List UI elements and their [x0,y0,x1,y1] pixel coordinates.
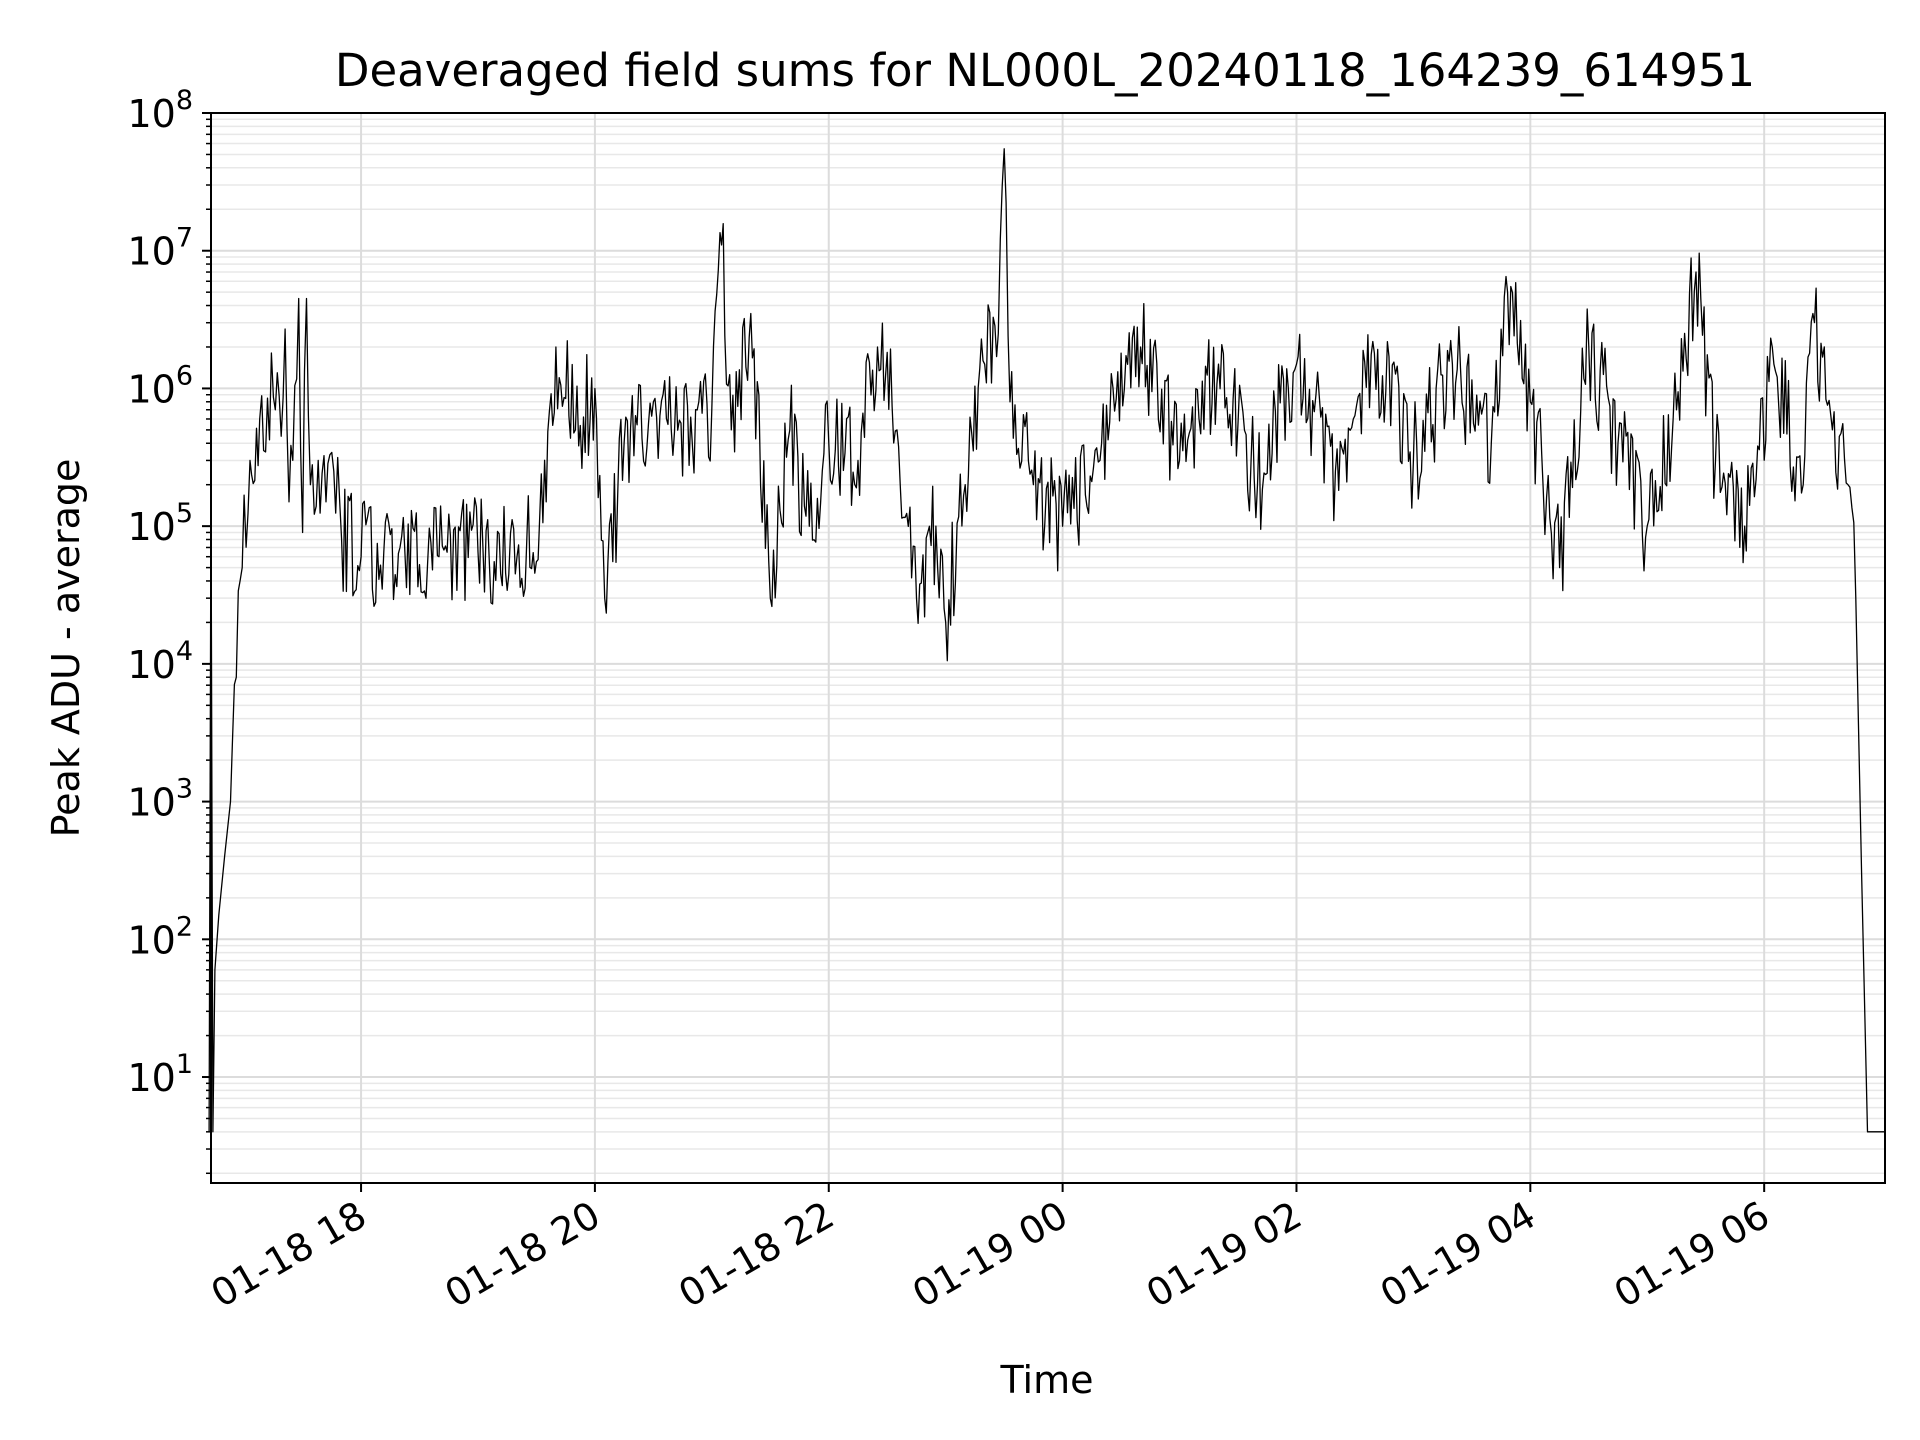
y-tick-label: 108 [127,85,193,136]
y-tick-label: 103 [127,774,193,825]
chart-title: Deaveraged field sums for NL000L_2024011… [335,44,1755,97]
plot-frame [210,112,1886,1184]
y-tick-label: 101 [127,1049,193,1100]
y-tick-label: 107 [127,223,193,274]
y-axis: 101 102 103 104 105 106 107 108 [127,85,211,1175]
grid [211,112,1885,1183]
series-line-0 [208,148,1885,1133]
series-line-group [208,148,1885,1133]
y-axis-label: Peak ADU - average [44,459,88,838]
x-axis-label: Time [1000,1358,1094,1402]
y-tick-label: 105 [127,498,193,549]
y-tick-label: 106 [127,360,193,411]
y-tick-label: 104 [127,636,193,687]
y-tick-label: 102 [127,911,193,962]
